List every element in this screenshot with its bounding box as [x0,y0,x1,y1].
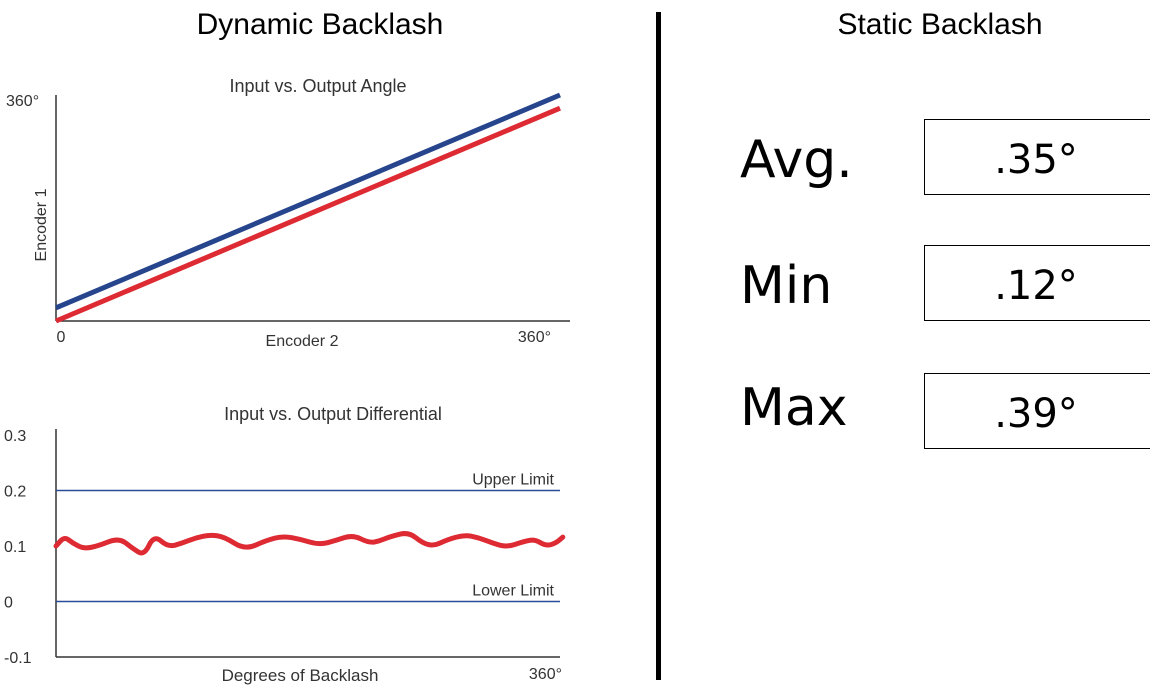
avg-label: Avg. [740,130,853,190]
max-label: Max [740,378,848,438]
differential-series-line [53,531,566,556]
y-tick-label: 0.2 [4,484,26,501]
min-label: Min [740,256,833,316]
min-value: .12° [994,263,1078,309]
y-axis-label: Encoder 1 [33,188,50,261]
chart-title: Input vs. Output Angle [229,76,406,96]
y-tick-label: 0.3 [4,428,26,445]
dynamic-backlash-title: Dynamic Backlash [196,8,444,41]
y-tick-label: 360° [6,93,39,110]
angle-chart: Input vs. Output Angle 360° 0 360° Encoder 2… [6,76,570,350]
y-tick-label: 0.1 [4,539,26,556]
series-line-2 [55,105,561,324]
avg-value: .35° [994,137,1078,183]
chart-title: Input vs. Output Differential [224,404,442,424]
x-axis-label: Encoder 2 [266,333,339,350]
x-tick-label: 360° [529,666,562,683]
section-divider [656,12,661,680]
x-tick-label: 360° [518,329,551,346]
avg-value-box: .35° [924,119,1150,195]
lower-limit-label: Lower Limit [472,583,554,600]
x-axis-label: Degrees of Backlash [222,666,379,685]
x-tick-label: 0 [57,329,66,346]
series-line-1 [55,92,561,311]
y-tick-label: -0.1 [4,650,32,667]
static-backlash-title: Static Backlash [837,8,1043,41]
differential-chart: Input vs. Output Differential 0.3 0.2 0.1 0 -… [4,404,566,685]
upper-limit-label: Upper Limit [472,472,554,489]
max-value: .39° [994,391,1078,437]
min-value-box: .12° [924,245,1150,321]
max-value-box: .39° [924,373,1150,449]
y-tick-label: 0 [4,595,13,612]
